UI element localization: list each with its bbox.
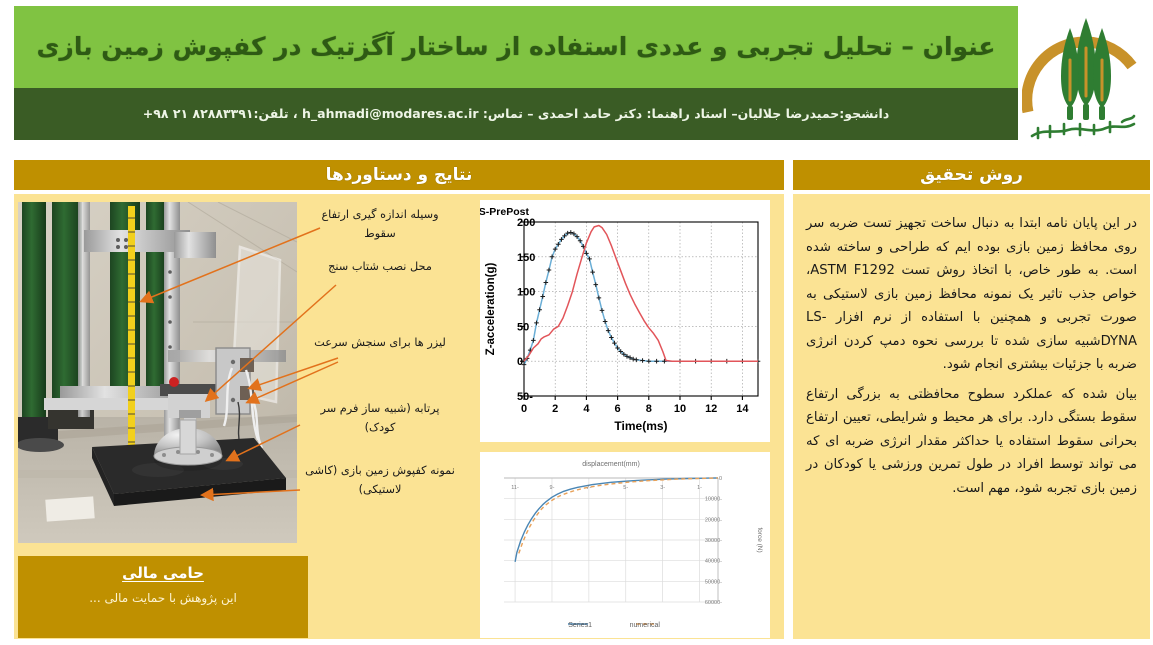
photo-annotation-speed-lasers: لیزر ها برای سنجش سرعت [314, 336, 446, 349]
section-header-results: نتایج و دستاوردها [14, 160, 784, 190]
svg-text:2: 2 [552, 403, 558, 415]
poster-authors-band: دانشجو:حمیدرضا جلالیان– استاد راهنما: دک… [14, 88, 1018, 140]
svg-text:-40000: -40000 [705, 559, 722, 565]
svg-text:Time(ms): Time(ms) [614, 419, 667, 433]
section-header-results-label: نتایج و دستاوردها [325, 165, 473, 185]
svg-text:Series1: Series1 [568, 622, 592, 629]
svg-text:10: 10 [674, 403, 686, 415]
svg-text:4: 4 [583, 403, 590, 415]
svg-text:numerical: numerical [630, 622, 661, 629]
svg-text:-20000: -20000 [705, 517, 722, 523]
svg-text:0: 0 [719, 476, 722, 482]
svg-text:0: 0 [517, 356, 523, 368]
sponsor-note: این پژوهش با حمایت مالی ... [89, 591, 237, 605]
svg-text:12: 12 [705, 403, 717, 415]
svg-text:8: 8 [646, 403, 652, 415]
svg-text:-60000: -60000 [705, 600, 722, 606]
svg-text:-30000: -30000 [705, 538, 722, 544]
svg-text:14: 14 [736, 403, 749, 415]
poster-title-band: عنوان – تحلیل تجربی و عددی استفاده از سا… [14, 6, 1018, 88]
svg-text:displacement(mm): displacement(mm) [582, 461, 640, 468]
method-paragraph-2: بیان شده که عملکرد سطوح محافظتی به بزرگی… [806, 386, 1137, 496]
svg-text:-10000: -10000 [705, 497, 722, 503]
method-text-block: در این پایان نامه ابتدا به دنبال ساخت تج… [806, 212, 1137, 622]
photo-annotation-height-gauge: وسیله اندازه گیری ارتفاع سقوط [321, 208, 439, 240]
acceleration-time-chart: 02468101214-50050100150200LS-DYNAkeyword… [480, 200, 770, 442]
svg-text:force (N): force (N) [756, 527, 763, 552]
svg-text:-50: -50 [517, 391, 533, 403]
sponsor-box: حامی مالی این پژوهش با حمایت مالی ... [18, 556, 308, 638]
sponsor-title: حامی مالی [122, 564, 204, 582]
method-panel [793, 194, 1150, 639]
svg-text:-5: -5 [623, 485, 628, 491]
drop-test-rig-photo [16, 200, 299, 545]
force-displacement-chart: -11 -9 -7 -5 -3 -1 0 -10000 -20000 -30000 -40000 -5… [480, 452, 770, 638]
authors-contact-line: دانشجو:حمیدرضا جلالیان– استاد راهنما: دک… [142, 105, 890, 121]
svg-text:LS-DYNAkeyworddeckbyLS-PrePost: LS-DYNAkeyworddeckbyLS-PrePost [480, 206, 529, 218]
svg-text:-50000: -50000 [705, 579, 722, 585]
svg-text:-11: -11 [511, 485, 519, 491]
photo-annotation-accelerometer-mount: محل نصب شتاب سنج [328, 260, 432, 273]
svg-text:-7: -7 [586, 485, 591, 491]
photo-annotation-headform-projectile: پرتابه (شبیه ساز فرم سر کودک) [320, 402, 440, 434]
svg-text:Z-acceleration(g): Z-acceleration(g) [485, 263, 497, 356]
svg-text:-3: -3 [660, 485, 665, 491]
section-header-method-label: روش تحقیق [920, 165, 1023, 185]
svg-text:6: 6 [615, 403, 621, 415]
svg-text:-1: -1 [697, 485, 702, 491]
svg-text:0: 0 [521, 403, 527, 415]
poster-header: عنوان – تحلیل تجربی و عددی استفاده از سا… [0, 0, 1153, 150]
university-logo: دانشگاه تربیت مدرس [1022, 4, 1150, 148]
svg-text:-9: -9 [550, 485, 555, 491]
svg-text:100: 100 [517, 287, 535, 299]
svg-text:200: 200 [517, 217, 535, 229]
svg-text:150: 150 [517, 252, 535, 264]
method-paragraph-1: در این پایان نامه ابتدا به دنبال ساخت تج… [806, 216, 1138, 372]
photo-annotation-rubber-tile-sample: نمونه کفپوش زمین بازی (کاشی لاستیکی) [305, 464, 455, 496]
page-title: عنوان – تحلیل تجربی و عددی استفاده از سا… [36, 32, 996, 62]
section-header-method: روش تحقیق [793, 160, 1150, 190]
svg-text:50: 50 [517, 321, 529, 333]
